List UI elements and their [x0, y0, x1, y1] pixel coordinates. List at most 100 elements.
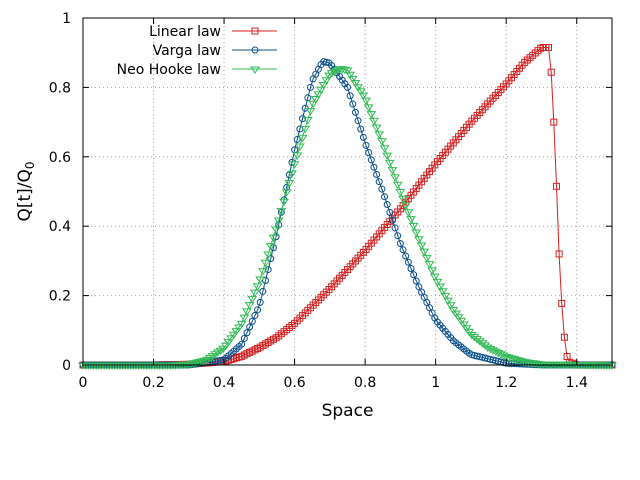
- data-point: [242, 308, 252, 316]
- y-tick-label: 1: [62, 11, 71, 27]
- y-tick-label: 0: [62, 358, 71, 374]
- data-point: [456, 317, 467, 326]
- data-point: [322, 58, 330, 66]
- data-point: [294, 143, 305, 151]
- data-point: [390, 174, 401, 182]
- data-point: [391, 224, 399, 232]
- y-tick-label: 0.6: [49, 150, 71, 166]
- data-point: [384, 159, 395, 168]
- data-point: [386, 208, 394, 216]
- data-point: [545, 43, 553, 51]
- data-point: [248, 317, 256, 325]
- data-point: [424, 261, 435, 269]
- data-point: [350, 80, 361, 88]
- y-tick-labels: 0 0.2 0.4 0.6 0.8 1: [49, 11, 71, 374]
- data-point: [244, 302, 255, 310]
- data-point: [262, 277, 270, 285]
- data-point: [440, 292, 451, 301]
- data-point: [365, 149, 373, 157]
- data-point: [388, 216, 396, 224]
- data-point: [304, 94, 312, 102]
- data-point: [367, 156, 375, 164]
- data-point: [354, 117, 362, 125]
- data-point: [302, 116, 313, 125]
- data-point: [560, 333, 568, 341]
- x-tick-label: 1.2: [495, 375, 517, 391]
- data-point: [249, 289, 260, 298]
- data-point: [292, 152, 303, 160]
- data-point: [257, 268, 268, 276]
- data-point: [416, 242, 427, 250]
- data-point: [223, 339, 234, 347]
- legend: Linear law Varga law Neo Hooke law: [117, 24, 277, 78]
- data-point: [260, 259, 271, 268]
- data-point: [395, 189, 406, 197]
- x-tick-label: 0: [79, 375, 88, 391]
- data-point: [517, 358, 528, 366]
- data-point: [437, 288, 448, 296]
- data-point: [363, 104, 374, 112]
- data-point: [231, 328, 242, 336]
- data-point: [339, 66, 350, 75]
- x-tick-label: 0.6: [283, 375, 305, 391]
- data-point: [256, 298, 264, 306]
- data-point: [408, 222, 419, 231]
- data-point: [477, 340, 488, 348]
- data-point: [293, 135, 301, 143]
- data-point: [404, 258, 412, 266]
- y-axis-label: Q[t]/Q0: [15, 161, 37, 221]
- data-point: [406, 216, 416, 224]
- data-point: [268, 234, 279, 243]
- data-point: [373, 170, 381, 178]
- data-point: [234, 324, 244, 332]
- data-point: [480, 342, 490, 350]
- data-point: [379, 145, 390, 153]
- data-point: [275, 221, 283, 229]
- legend-swatch-marker: [250, 66, 260, 74]
- legend-swatch-marker: [251, 46, 259, 54]
- data-point: [392, 181, 403, 190]
- data-point: [381, 193, 389, 201]
- data-point: [369, 117, 379, 126]
- data-point: [374, 131, 385, 139]
- data-point: [435, 283, 446, 291]
- data-point: [427, 267, 438, 275]
- data-point: [461, 325, 472, 333]
- x-axis-label: Space: [322, 401, 374, 421]
- y-axis-label-main: Q[t]/Q: [15, 169, 35, 221]
- data-point: [247, 295, 258, 304]
- data-point: [432, 278, 443, 287]
- series-layer: [78, 43, 617, 370]
- data-point: [399, 246, 407, 254]
- data-point: [366, 111, 377, 119]
- series-line: [83, 61, 612, 366]
- data-point: [186, 360, 197, 369]
- legend-label: Varga law: [153, 43, 221, 59]
- data-point: [419, 248, 430, 257]
- data-point: [469, 334, 480, 342]
- data-point: [412, 277, 420, 285]
- data-point: [552, 182, 560, 190]
- data-point: [445, 302, 456, 310]
- data-point: [394, 232, 402, 240]
- data-point: [387, 167, 398, 175]
- data-point: [297, 134, 308, 143]
- ticks: [82, 17, 612, 366]
- data-point: [358, 92, 369, 100]
- data-point: [383, 201, 391, 209]
- data-point: [254, 306, 262, 314]
- data-point: [214, 357, 222, 365]
- data-point: [410, 271, 418, 279]
- data-point: [197, 358, 207, 366]
- plot-border: [82, 17, 613, 366]
- data-point: [273, 217, 284, 225]
- data-point: [507, 360, 515, 368]
- data-point: [265, 243, 276, 251]
- data-point: [318, 81, 329, 90]
- data-point: [316, 86, 326, 95]
- data-point: [558, 299, 566, 307]
- data-point: [310, 96, 321, 104]
- data-point: [347, 75, 358, 84]
- x-tick-label: 0.8: [354, 375, 376, 391]
